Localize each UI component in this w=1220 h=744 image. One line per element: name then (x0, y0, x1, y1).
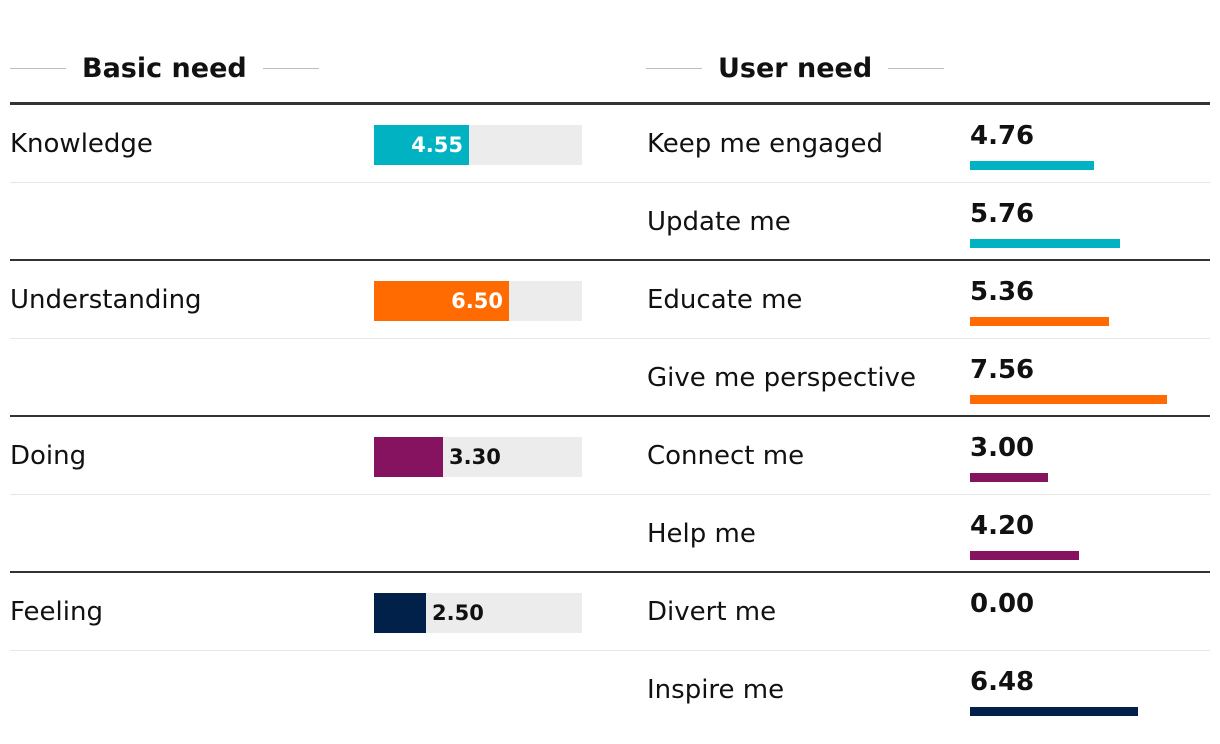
user-need-bar (970, 395, 1167, 404)
group-divider (10, 415, 1210, 417)
user-need-value: 7.56 (970, 355, 1035, 385)
row-divider (10, 338, 1210, 339)
user-need-header: User need (646, 50, 945, 86)
basic-need-label: Knowledge (10, 129, 153, 159)
basic-need-title: Basic need (82, 52, 247, 84)
user-need-label: Inspire me (647, 675, 785, 705)
group-divider (10, 259, 1210, 261)
row-divider (10, 494, 1210, 495)
user-need-bar (970, 161, 1094, 170)
table-row: Feeling 2.50 Divert me 0.00 (10, 573, 1210, 651)
header-rule-right (888, 67, 945, 69)
basic-need-value-label: 2.50 (432, 601, 484, 625)
table-row: Help me 4.20 (10, 495, 1210, 573)
table-top-rule (10, 102, 1210, 105)
user-need-label: Update me (647, 207, 791, 237)
user-need-bar (970, 551, 1079, 560)
user-need-bar (970, 707, 1138, 716)
header-rule-left (10, 67, 66, 69)
basic-need-bar-track: 2.50 (374, 593, 582, 633)
table-row: Knowledge 4.55 Keep me engaged 4.76 (10, 105, 1210, 183)
basic-need-bar-track: 4.55 (374, 125, 582, 165)
user-need-label: Help me (647, 519, 756, 549)
table-row: Inspire me 6.48 (10, 651, 1210, 729)
header-rule-left (646, 67, 702, 69)
basic-need-value-label: 4.55 (411, 133, 463, 157)
user-need-value: 6.48 (970, 667, 1035, 697)
user-need-bar (970, 317, 1109, 326)
user-need-label: Give me perspective (647, 363, 916, 393)
user-need-value: 5.36 (970, 277, 1035, 307)
basic-need-bar (374, 437, 443, 477)
user-need-label: Connect me (647, 441, 805, 471)
basic-need-label: Feeling (10, 597, 103, 627)
user-need-label: Divert me (647, 597, 777, 627)
header-rule-right (262, 67, 319, 69)
user-need-value: 4.76 (970, 121, 1035, 151)
user-need-value: 5.76 (970, 199, 1035, 229)
user-need-bar (970, 473, 1048, 482)
basic-need-bar-track: 6.50 (374, 281, 582, 321)
user-need-value: 3.00 (970, 433, 1035, 463)
basic-need-bar-track: 3.30 (374, 437, 582, 477)
user-need-title: User need (718, 52, 873, 84)
table-row: Give me perspective 7.56 (10, 339, 1210, 417)
user-need-label: Educate me (647, 285, 803, 315)
user-need-bar (970, 239, 1120, 248)
table-row: Doing 3.30 Connect me 3.00 (10, 417, 1210, 495)
user-need-value: 0.00 (970, 589, 1035, 619)
user-need-value: 4.20 (970, 511, 1035, 541)
basic-need-label: Understanding (10, 285, 202, 315)
user-need-label: Keep me engaged (647, 129, 884, 159)
table-row: Understanding 6.50 Educate me 5.36 (10, 261, 1210, 339)
basic-need-label: Doing (10, 441, 87, 471)
row-divider (10, 182, 1210, 183)
row-divider (10, 650, 1210, 651)
group-divider (10, 571, 1210, 573)
basic-need-value-label: 3.30 (449, 445, 501, 469)
basic-need-bar (374, 593, 426, 633)
basic-need-bar (374, 125, 469, 165)
table-row: Update me 5.76 (10, 183, 1210, 261)
basic-need-bar (374, 281, 509, 321)
basic-need-value-label: 6.50 (451, 289, 503, 313)
basic-need-header: Basic need (10, 50, 319, 86)
